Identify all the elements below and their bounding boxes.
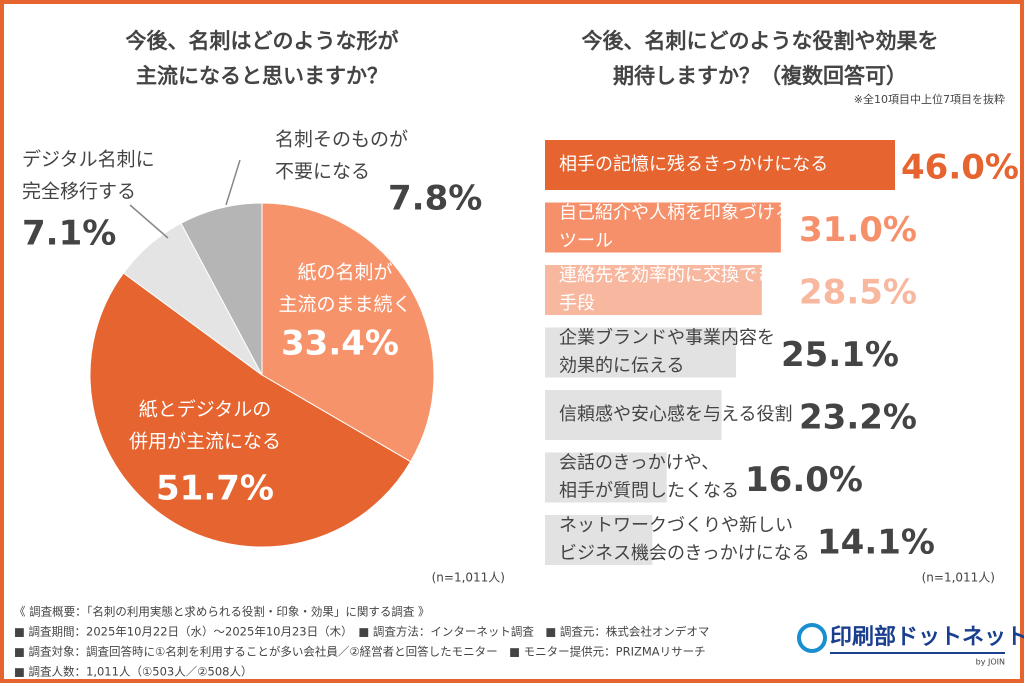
bar-label: 信頼感や安心感を与える役割 — [559, 404, 792, 425]
bar-label: ツール — [559, 231, 613, 252]
bar-value: 14.1% — [817, 523, 935, 563]
bar — [545, 515, 653, 565]
slice-label: 名刺そのものが — [275, 129, 408, 151]
sample-note: (n=1,011人) — [432, 571, 505, 585]
slice-label: 紙の名刺が — [297, 262, 392, 284]
slice-value: 7.8% — [388, 179, 482, 219]
bar — [545, 390, 722, 440]
logo-name: 印刷部ドットネット — [830, 624, 1024, 650]
bar-value: 25.1% — [781, 335, 899, 375]
slice-value: 33.4% — [281, 324, 399, 364]
bar-value: 46.0% — [901, 148, 1019, 188]
leader-line — [225, 159, 241, 206]
footer-line: ■ 調査人数：1,011人（①503人／②508人） — [14, 665, 252, 679]
bar-label: 連絡先を効率的に交換できる — [559, 265, 793, 286]
slice-label: 紙とデジタルの — [139, 399, 272, 421]
bar-label: 相手が質問したくなる — [559, 481, 739, 502]
bar — [545, 327, 736, 378]
slice-label: 完全移行する — [22, 181, 136, 203]
chart-title: 期待しますか？（複数回答可） — [613, 64, 907, 88]
chart-title: 今後、名刺はどのような形が — [126, 29, 399, 53]
bar — [545, 265, 762, 315]
slice-label: 併用が主流になる — [129, 431, 281, 453]
slice-value: 51.7% — [156, 469, 274, 509]
bar — [545, 140, 895, 190]
pie-slice — [89, 272, 412, 548]
bar-label: 会話のきっかけや、 — [559, 453, 719, 474]
bar-label: 効果的に伝える — [559, 356, 684, 377]
bar-label: 自己紹介や人柄を印象づける — [559, 203, 793, 224]
slice-value: 7.1% — [22, 214, 116, 254]
bar — [545, 202, 781, 253]
bar-value: 16.0% — [745, 460, 863, 500]
bar — [545, 452, 667, 503]
pie-slice — [261, 202, 435, 463]
bar-value: 31.0% — [799, 210, 917, 250]
footer-line: ■ 調査対象：調査回答時に①名刺を利用することが多い会社員／②経営者と回答したモ… — [14, 645, 706, 659]
slice-label: デジタル名刺に — [22, 149, 155, 171]
slice-label: 主流のまま続く — [278, 294, 411, 316]
logo-icon — [797, 623, 827, 653]
bar-label: 相手の記憶に残るきっかけになる — [559, 154, 828, 175]
chart-title: 今後、名刺にどのような役割や効果を — [582, 29, 939, 53]
bar-value: 28.5% — [799, 273, 917, 313]
footer-line: ■ 調査期間：2025年10月22日（水）〜2025年10月23日（木） ■ 調… — [14, 625, 709, 639]
chart-title: 主流になると思いますか？ — [136, 64, 388, 88]
footer-line: 《 調査概要：「名刺の利用実態と求められる役割・印象・効果」に関する調査 》 — [14, 605, 430, 619]
pie-slice — [180, 202, 263, 376]
bar-label: ビジネス機会のきっかけになる — [559, 543, 810, 564]
bar-value: 23.2% — [799, 398, 917, 438]
bar-label: 手段 — [559, 293, 595, 314]
sample-note: (n=1,011人) — [922, 571, 995, 585]
logo-byline: by JOIN — [976, 658, 1005, 667]
logo: 印刷部ドットネット by JOIN — [797, 623, 1024, 667]
chart-subtitle: ※全10項目中上位7項目を抜粋 — [854, 92, 1005, 106]
leader-line — [129, 204, 169, 239]
bar-label: 企業ブランドや事業内容を — [559, 327, 775, 349]
slice-label: 不要になる — [275, 161, 370, 183]
bar-label: ネットワークづくりや新しい — [559, 515, 793, 536]
